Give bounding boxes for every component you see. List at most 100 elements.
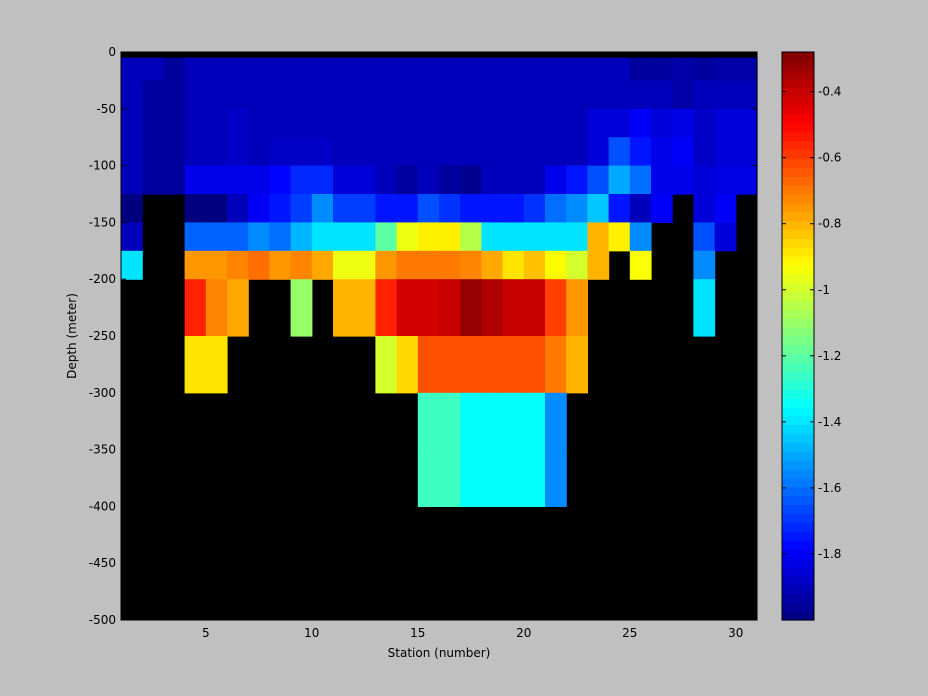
heatmap-cell	[290, 279, 313, 337]
heatmap-cell	[651, 165, 673, 195]
heatmap-cell	[460, 108, 482, 138]
heatmap-cell	[629, 80, 652, 110]
heatmap-cell	[205, 80, 228, 110]
heatmap-cell	[311, 137, 334, 167]
heatmap-cell	[481, 137, 504, 167]
heatmap-cell	[142, 165, 164, 195]
heatmap-cell	[227, 137, 249, 167]
heatmap-cell	[205, 137, 228, 167]
heatmap-cell	[227, 57, 249, 81]
heatmap-cell	[693, 57, 716, 81]
colorbar-segment	[782, 531, 814, 541]
colorbar-segment	[782, 149, 814, 160]
colorbar-segment	[782, 478, 814, 488]
heatmap-cell	[502, 57, 525, 81]
heatmap-cell	[460, 279, 482, 337]
heatmap-cell	[290, 108, 313, 138]
y-tick-label: -200	[89, 272, 116, 286]
heatmap-cell	[545, 250, 567, 280]
colorbar-segment	[782, 495, 814, 506]
heatmap-cell	[354, 194, 376, 223]
colorbar-segment	[782, 451, 814, 461]
heatmap-cell	[651, 194, 673, 223]
heatmap-cell	[714, 137, 737, 167]
heatmap-cell	[290, 165, 313, 195]
heatmap-cell	[523, 80, 546, 110]
heatmap-cell	[481, 449, 504, 507]
heatmap-cell	[205, 336, 228, 394]
heatmap-cell	[333, 137, 355, 167]
heatmap-cell	[290, 194, 313, 223]
heatmap-cell	[608, 108, 631, 138]
heatmap-cell	[142, 108, 164, 138]
x-tick-label: 10	[304, 626, 319, 640]
heatmap-cell	[375, 336, 398, 394]
heatmap-cell	[354, 165, 376, 195]
heatmap-cell	[311, 222, 334, 252]
heatmap-cell	[460, 57, 482, 81]
colorbar-tick-label: -1	[818, 283, 830, 297]
heatmap-cell	[735, 108, 758, 138]
colorbar-segment	[782, 593, 814, 603]
heatmap-cell	[545, 137, 567, 167]
heatmap-cell	[481, 222, 504, 252]
y-tick-label: -50	[96, 102, 116, 116]
heatmap-cell	[629, 137, 652, 167]
heatmap-cell	[502, 336, 525, 394]
heatmap-cell	[502, 165, 525, 195]
x-axis-label: Station (number)	[388, 646, 491, 660]
colorbar-segment	[782, 318, 814, 328]
heatmap-cell	[566, 336, 588, 394]
colorbar-segment	[782, 114, 814, 124]
heatmap-cell	[651, 137, 673, 167]
heatmap-cell	[566, 80, 588, 110]
heatmap-cell	[629, 250, 652, 280]
heatmap-cell	[354, 222, 376, 252]
heatmap-cell	[693, 194, 716, 223]
heatmap-cell	[248, 194, 270, 223]
colorbar-frame	[781, 51, 815, 621]
heatmap-cell	[523, 57, 546, 81]
heatmap-cell	[460, 165, 482, 195]
heatmap-cell	[651, 80, 673, 110]
heatmap-cell	[354, 108, 376, 138]
colorbar-tick-label: -1.2	[818, 349, 841, 363]
heatmap-cell	[481, 165, 504, 195]
heatmap-cell	[545, 80, 567, 110]
heatmap-cell	[523, 194, 546, 223]
heatmap-cell	[545, 449, 567, 507]
colorbar-segment	[782, 282, 814, 293]
colorbar-segment	[782, 584, 814, 594]
heatmap-cell	[587, 108, 610, 138]
heatmap-cell	[121, 194, 143, 223]
heatmap-cell	[269, 165, 292, 195]
colorbar-segment	[782, 211, 814, 222]
heatmap-cell	[693, 165, 716, 195]
heatmap-cell	[672, 57, 694, 81]
colorbar-tick-label: -1.8	[818, 547, 841, 561]
heatmap-cell	[439, 392, 461, 451]
y-axis-label: Depth (meter)	[65, 293, 79, 379]
y-tick-label: -350	[89, 443, 116, 457]
heatmap-cell	[311, 194, 334, 223]
heatmap-cell	[502, 250, 525, 280]
heatmap-cell	[142, 137, 164, 167]
heatmap-cell	[502, 449, 525, 507]
heatmap-cell	[375, 80, 398, 110]
x-tick-label: 20	[516, 626, 531, 640]
heatmap-cell	[163, 137, 186, 167]
heatmap-cell	[269, 222, 292, 252]
heatmap-cell	[417, 57, 440, 81]
heatmap-cell	[545, 222, 567, 252]
heatmap-cell	[248, 57, 270, 81]
heatmap-cell	[566, 137, 588, 167]
heatmap-cell	[481, 392, 504, 451]
heatmap-cell	[587, 137, 610, 167]
heatmap-cell	[248, 222, 270, 252]
y-tick-label: -250	[89, 329, 116, 343]
heatmap-cell	[396, 336, 419, 394]
heatmap-cell	[248, 108, 270, 138]
colorbar-segment	[782, 469, 814, 479]
colorbar-segment	[782, 380, 814, 390]
heatmap-cell	[566, 279, 588, 337]
